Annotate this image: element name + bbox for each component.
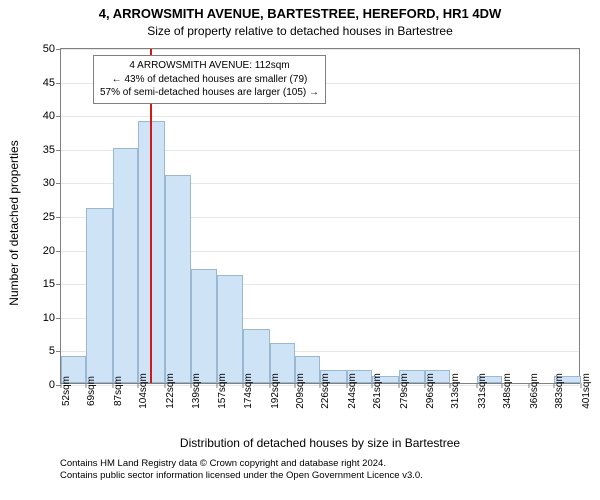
ytick-mark (56, 351, 61, 352)
annotation-line: ← 43% of detached houses are smaller (79… (100, 73, 319, 87)
xtick-label: 296sqm (425, 373, 436, 409)
xtick-label: 313sqm (450, 373, 461, 409)
xtick-label: 157sqm (217, 373, 228, 409)
grid-line (61, 116, 579, 117)
xtick-label: 261sqm (372, 373, 383, 409)
xtick-label: 87sqm (113, 376, 124, 406)
xtick-label: 52sqm (61, 376, 72, 406)
title-sub: Size of property relative to detached ho… (0, 24, 600, 38)
plot-area: 0510152025303540455052sqm69sqm87sqm104sq… (60, 48, 580, 384)
footer-line-1: Contains HM Land Registry data © Crown c… (60, 458, 423, 470)
ytick-mark (56, 284, 61, 285)
ytick-mark (56, 49, 61, 50)
xtick-label: 348sqm (502, 373, 513, 409)
xtick-label: 209sqm (295, 373, 306, 409)
ytick-label: 35 (43, 144, 55, 156)
annotation-line: 57% of semi-detached houses are larger (… (100, 86, 319, 100)
ytick-mark (56, 83, 61, 84)
xtick-label: 69sqm (86, 376, 97, 406)
histogram-bar (86, 208, 113, 383)
histogram-bar (165, 175, 190, 383)
xtick-label: 401sqm (581, 373, 592, 409)
xtick-label: 122sqm (165, 373, 176, 409)
footer-text: Contains HM Land Registry data © Crown c… (60, 458, 423, 483)
chart-container: 4, ARROWSMITH AVENUE, BARTESTREE, HEREFO… (0, 0, 600, 500)
histogram-bar (113, 148, 138, 383)
histogram-bar (191, 269, 218, 383)
ytick-label: 30 (43, 177, 55, 189)
ytick-label: 0 (49, 379, 55, 391)
annotation-line: 4 ARROWSMITH AVENUE: 112sqm (100, 59, 319, 73)
xtick-label: 279sqm (399, 373, 410, 409)
ytick-label: 50 (43, 43, 55, 55)
annotation-box: 4 ARROWSMITH AVENUE: 112sqm← 43% of deta… (93, 55, 326, 104)
ytick-label: 45 (43, 77, 55, 89)
footer-line-2: Contains public sector information licen… (60, 470, 423, 482)
ytick-label: 20 (43, 245, 55, 257)
xtick-label: 366sqm (529, 373, 540, 409)
ytick-label: 15 (43, 278, 55, 290)
ytick-mark (56, 150, 61, 151)
grid-line (61, 49, 579, 50)
xtick-label: 139sqm (191, 373, 202, 409)
histogram-bar (217, 275, 242, 383)
xtick-label: 226sqm (320, 373, 331, 409)
ytick-mark (56, 116, 61, 117)
xtick-label: 331sqm (477, 373, 488, 409)
ytick-mark (56, 183, 61, 184)
ytick-label: 10 (43, 312, 55, 324)
ytick-label: 5 (49, 345, 55, 357)
xtick-label: 244sqm (347, 373, 358, 409)
ytick-mark (56, 217, 61, 218)
ytick-mark (56, 251, 61, 252)
xtick-label: 104sqm (138, 373, 149, 409)
ytick-mark (56, 318, 61, 319)
title-main: 4, ARROWSMITH AVENUE, BARTESTREE, HEREFO… (0, 6, 600, 21)
xtick-label: 192sqm (270, 373, 281, 409)
xtick-label: 383sqm (554, 373, 565, 409)
ytick-label: 40 (43, 110, 55, 122)
xtick-label: 174sqm (243, 373, 254, 409)
x-axis-label: Distribution of detached houses by size … (60, 436, 580, 450)
y-axis-label: Number of detached properties (7, 55, 21, 391)
ytick-label: 25 (43, 211, 55, 223)
